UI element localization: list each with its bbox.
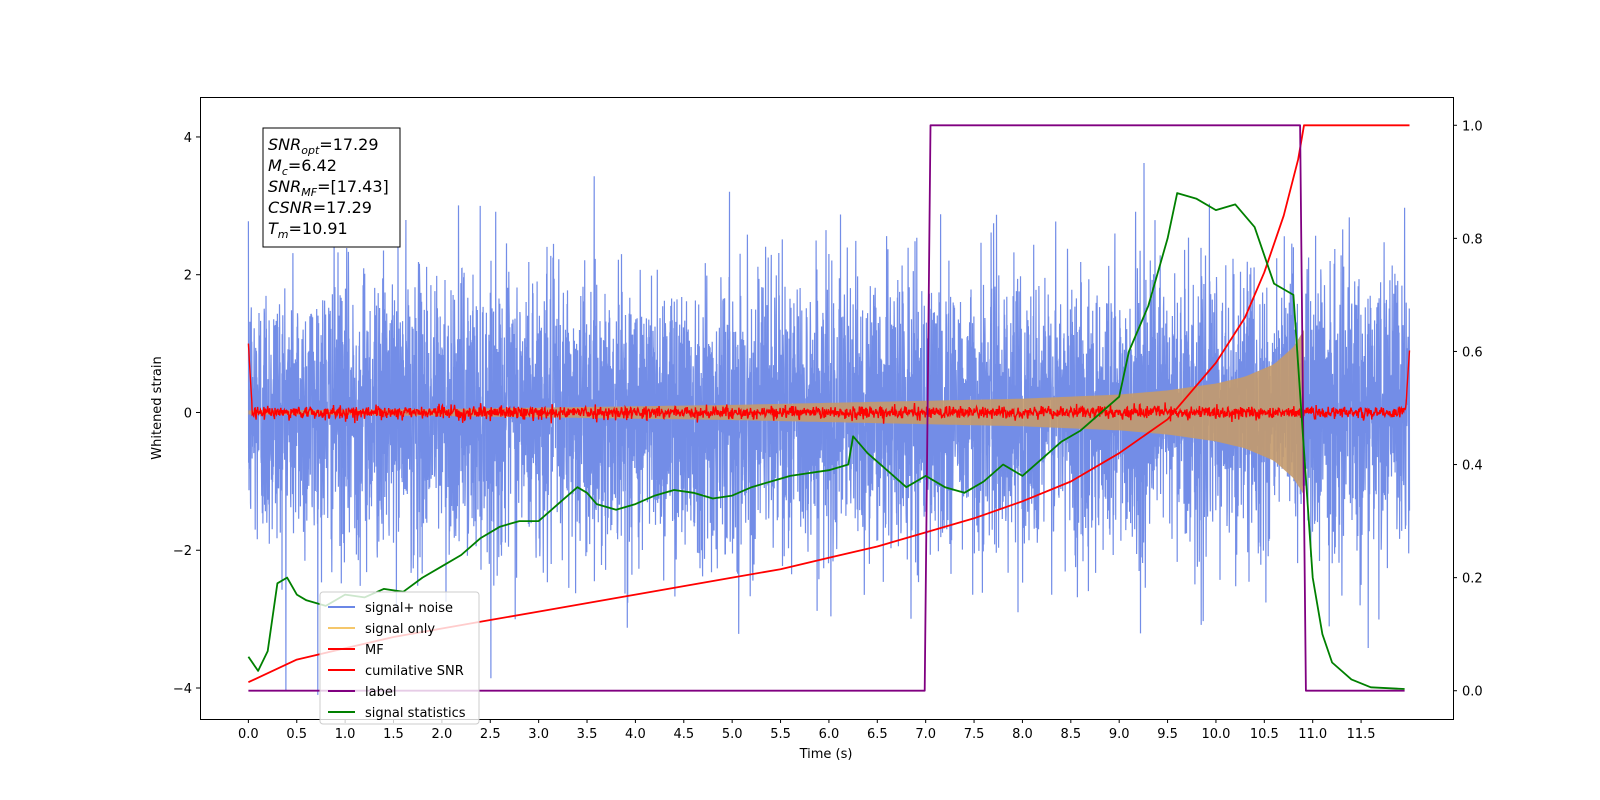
y-left-tick-label: 0: [184, 406, 192, 421]
annotation-frame: [262, 127, 401, 248]
legend-label: signal+ noise: [365, 601, 453, 616]
legend-label: label: [365, 685, 396, 700]
legend-label: signal statistics: [365, 706, 466, 721]
legend-frame: [319, 591, 480, 725]
legend: signal+ noise signal only MF cumilative SNR…: [319, 591, 480, 725]
annotation-value: =17.29: [313, 198, 372, 217]
annotation-line: Tm=10.91: [268, 219, 348, 241]
annotation-subscript: c: [282, 165, 288, 178]
x-tick-label: 11.5: [1347, 727, 1376, 742]
x-axis-label: Time (s): [799, 747, 853, 762]
x-tick-label: 0.5: [286, 727, 307, 742]
y-left-tick-label: −2: [173, 544, 192, 559]
y-left-tick-label: −4: [173, 682, 192, 697]
x-tick-label: 4.5: [673, 727, 694, 742]
x-tick-label: 5.5: [770, 727, 791, 742]
annotation-symbol: M: [268, 156, 282, 175]
x-tick-label: 7.5: [964, 727, 985, 742]
series-signal-statistics-line: [247, 192, 1405, 690]
annotation-line: CSNR=17.29: [268, 198, 372, 217]
annotation-box: SNRopt=17.29Mc=6.42SNRMF=[17.43]CSNR=17.…: [262, 127, 401, 248]
y-axis-left: −4 −2 0 2 4: [173, 131, 200, 697]
annotation-line: SNRopt=17.29: [268, 135, 379, 157]
annotation-value: =17.29: [319, 135, 378, 154]
plot-area-frame: [200, 97, 1454, 720]
legend-label: MF: [365, 643, 384, 658]
annotation-subscript: MF: [301, 186, 317, 199]
y-left-tick-label: 2: [184, 269, 192, 284]
annotation-symbol: T: [268, 219, 279, 238]
x-tick-label: 5.0: [722, 727, 743, 742]
x-tick-label: 0.0: [238, 727, 259, 742]
x-tick-label: 3.0: [528, 727, 549, 742]
annotation-symbol: SNR: [268, 177, 301, 196]
y-left-tick-label: 4: [184, 131, 192, 146]
series-mf-line: [247, 343, 1411, 424]
legend-label: signal only: [365, 622, 435, 637]
annotation-symbol: SNR: [268, 135, 301, 154]
x-tick-label: 6.0: [819, 727, 840, 742]
x-tick-label: 7.0: [915, 727, 936, 742]
x-tick-label: 6.5: [867, 727, 888, 742]
x-tick-label: 10.0: [1201, 727, 1230, 742]
x-axis: 0.0 0.5 1.0 1.5 2.0 2.5 3.0 3.5 4.0 4.5 5.0 5.5 6.0 6…: [238, 719, 1376, 742]
x-tick-label: 10.5: [1250, 727, 1279, 742]
x-tick-label: 4.0: [625, 727, 646, 742]
x-tick-label: 9.0: [1109, 727, 1130, 742]
x-tick-label: 8.5: [1060, 727, 1081, 742]
y-right-tick-label: 0.4: [1462, 459, 1483, 474]
annotation-symbol: CSNR: [268, 198, 313, 217]
x-tick-label: 1.5: [383, 727, 404, 742]
annotation-value: =10.91: [289, 219, 348, 238]
x-tick-label: 1.0: [335, 727, 356, 742]
y-axis-right: 0.0 0.2 0.4 0.6 0.8 1.0: [1453, 119, 1483, 700]
annotation-subscript: m: [278, 228, 289, 241]
annotation-value: =6.42: [288, 156, 337, 175]
y-right-tick-label: 0.8: [1462, 232, 1483, 247]
y-right-tick-label: 0.6: [1462, 345, 1483, 360]
y-right-tick-label: 0.2: [1462, 572, 1483, 587]
x-tick-label: 11.0: [1298, 727, 1327, 742]
annotation-value: =[17.43]: [317, 177, 389, 196]
x-tick-label: 9.5: [1157, 727, 1178, 742]
y-right-tick-label: 0.0: [1462, 685, 1483, 700]
annotation-subscript: opt: [301, 144, 320, 157]
legend-label: cumilative SNR: [365, 664, 464, 679]
annotation-line: SNRMF=[17.43]: [268, 177, 389, 199]
y-axis-left-label: Whitened strain: [150, 356, 165, 459]
series-label-line: [248, 124, 1405, 692]
x-tick-label: 8.0: [1012, 727, 1033, 742]
x-tick-label: 2.5: [480, 727, 501, 742]
x-tick-label: 3.5: [577, 727, 598, 742]
x-tick-label: 2.0: [432, 727, 453, 742]
annotation-line: Mc=6.42: [268, 156, 337, 178]
y-right-tick-label: 1.0: [1462, 119, 1483, 134]
